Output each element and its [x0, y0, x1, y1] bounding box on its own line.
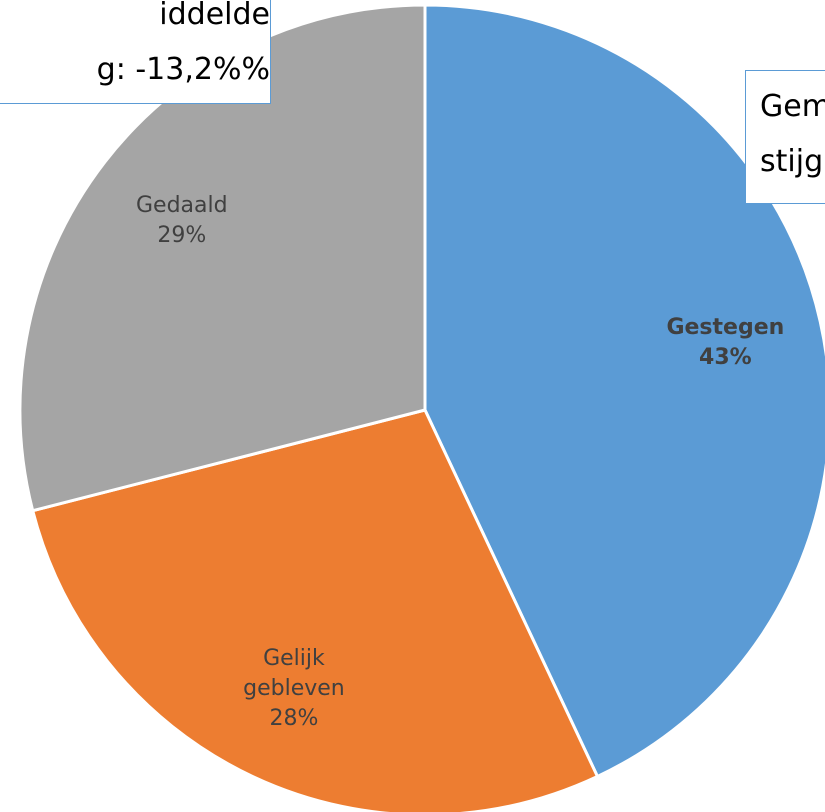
annotation-line: Gem: [760, 89, 825, 124]
annotation-box: Gem stijg: [745, 70, 825, 204]
slice-label: Gedaald 29%: [112, 191, 252, 251]
value-label: 28%: [269, 705, 319, 731]
category-label: Gedaald: [135, 193, 228, 219]
slice-label: Gelijk gebleven 28%: [224, 644, 364, 734]
value-label: 29%: [157, 223, 207, 249]
annotation-line: g: -13,2%%: [96, 52, 270, 87]
value-label: 43%: [699, 344, 752, 370]
pie-slice: [30, 408, 600, 812]
annotation-line: iddelde: [159, 0, 270, 32]
category-label: Gestegen: [666, 314, 785, 340]
pie-slice: [18, 3, 427, 513]
annotation-box: iddelde g: -13,2%%: [0, 0, 271, 104]
pie-slice: [423, 3, 825, 779]
annotation-line: stijg: [760, 144, 824, 179]
category-label: Gelijk gebleven: [243, 645, 345, 701]
slice-label: Gestegen 43%: [655, 313, 795, 373]
